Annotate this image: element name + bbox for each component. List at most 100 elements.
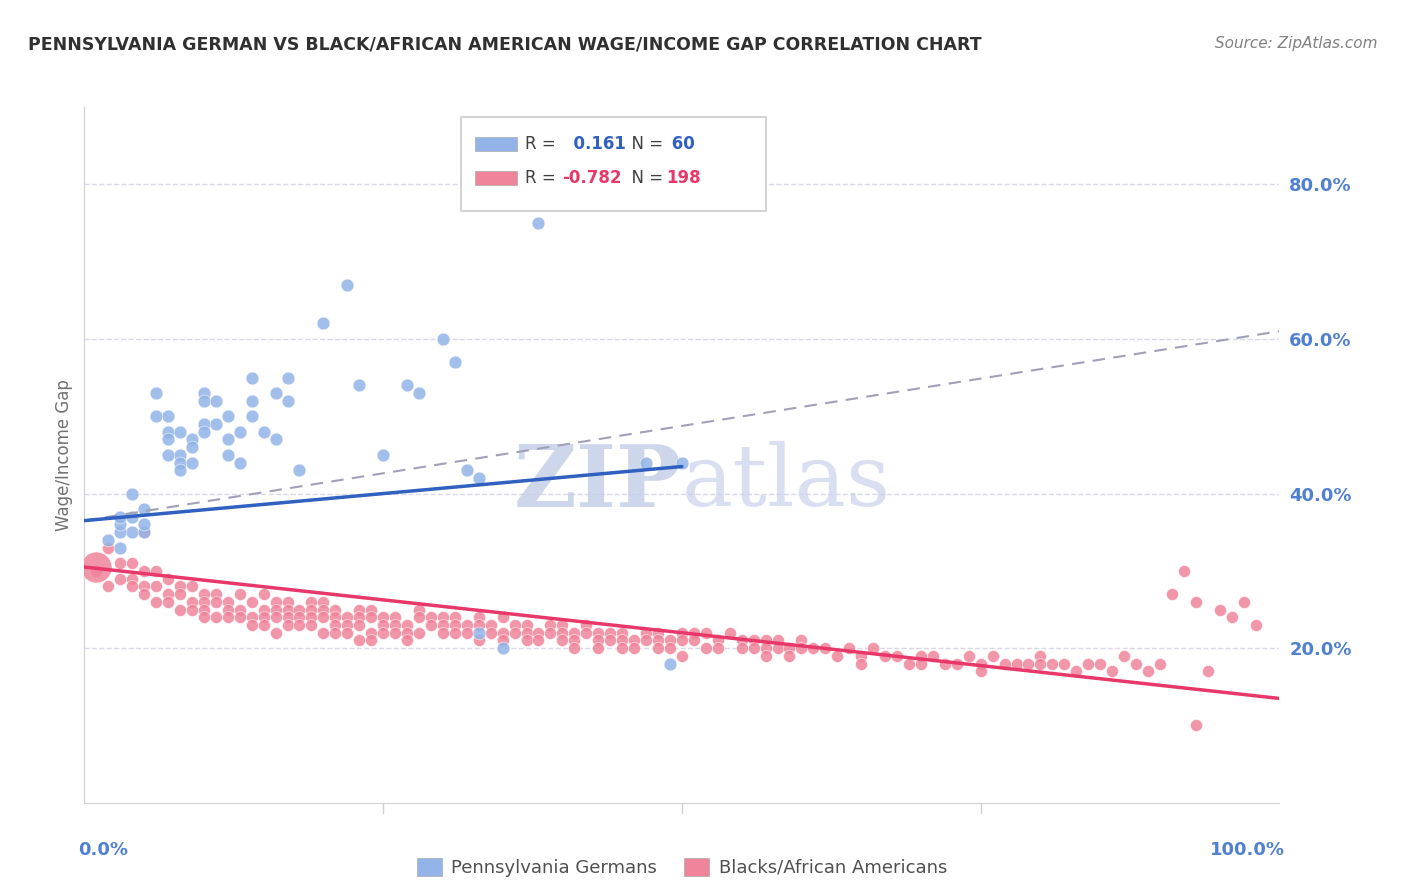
Text: ZIP: ZIP <box>515 441 682 524</box>
Point <box>264 386 287 401</box>
Point <box>444 610 467 624</box>
Point <box>145 579 167 593</box>
Point <box>623 633 645 648</box>
Point <box>193 425 215 439</box>
Point <box>132 525 156 540</box>
Point <box>742 633 765 648</box>
Point <box>253 618 276 632</box>
Point <box>516 633 538 648</box>
Point <box>301 610 323 624</box>
Point <box>731 633 754 648</box>
Point <box>456 625 478 640</box>
Point <box>157 425 180 439</box>
Point <box>1042 657 1064 671</box>
Point <box>264 610 287 624</box>
Point <box>277 610 299 624</box>
Point <box>766 641 789 656</box>
Point <box>384 610 406 624</box>
Point <box>564 633 586 648</box>
Point <box>599 625 621 640</box>
Point <box>790 633 813 648</box>
Point <box>408 386 430 401</box>
Point <box>886 648 908 663</box>
Point <box>659 657 682 671</box>
Point <box>695 625 717 640</box>
Point <box>1137 665 1160 679</box>
Point <box>742 641 765 656</box>
Point <box>121 509 143 524</box>
Point <box>121 556 143 570</box>
Point <box>934 657 956 671</box>
Point <box>110 525 132 540</box>
Point <box>1101 665 1123 679</box>
Point <box>193 587 215 601</box>
Point <box>468 633 491 648</box>
Point <box>503 625 526 640</box>
Point <box>312 610 335 624</box>
Point <box>1233 595 1256 609</box>
Point <box>86 564 108 578</box>
Point <box>312 595 335 609</box>
Point <box>588 625 610 640</box>
Point <box>755 633 778 648</box>
Point <box>205 610 228 624</box>
Point <box>1090 657 1112 671</box>
Point <box>373 625 395 640</box>
Point <box>229 425 252 439</box>
Point <box>205 393 228 408</box>
Point <box>396 633 419 648</box>
Point <box>301 618 323 632</box>
Point <box>527 625 550 640</box>
Point <box>862 641 884 656</box>
Point <box>432 332 454 346</box>
Point <box>408 610 430 624</box>
Point <box>420 610 443 624</box>
Point <box>779 648 801 663</box>
Point <box>636 625 658 640</box>
Point <box>1197 665 1219 679</box>
Point <box>1220 610 1243 624</box>
Text: 198: 198 <box>666 169 700 187</box>
Point <box>217 602 239 616</box>
Point <box>121 572 143 586</box>
Point <box>910 648 932 663</box>
Point <box>516 618 538 632</box>
Point <box>647 633 669 648</box>
Point <box>181 602 204 616</box>
Point <box>325 602 347 616</box>
Point <box>373 618 395 632</box>
Point <box>360 633 382 648</box>
Point <box>325 610 347 624</box>
Point <box>838 641 860 656</box>
Point <box>277 393 299 408</box>
Point <box>623 641 645 656</box>
Point <box>253 587 276 601</box>
Point <box>97 579 120 593</box>
Point <box>253 610 276 624</box>
Point <box>193 610 215 624</box>
Point <box>301 595 323 609</box>
Point <box>277 618 299 632</box>
Point <box>1114 648 1136 663</box>
Point <box>349 633 371 648</box>
Point <box>240 409 263 424</box>
Point <box>264 595 287 609</box>
Point <box>132 502 156 516</box>
Point <box>779 641 801 656</box>
Point <box>277 370 299 384</box>
Point <box>456 618 478 632</box>
Point <box>121 525 143 540</box>
Point <box>875 648 897 663</box>
Point <box>229 610 252 624</box>
Text: 0.0%: 0.0% <box>79 841 128 859</box>
Point <box>181 433 204 447</box>
Point <box>444 618 467 632</box>
Point <box>169 579 191 593</box>
Point <box>97 541 120 555</box>
Point <box>707 641 730 656</box>
Point <box>121 486 143 500</box>
Point <box>492 641 515 656</box>
Text: R =: R = <box>526 136 561 153</box>
Point <box>396 378 419 392</box>
Text: -0.782: -0.782 <box>562 169 621 187</box>
